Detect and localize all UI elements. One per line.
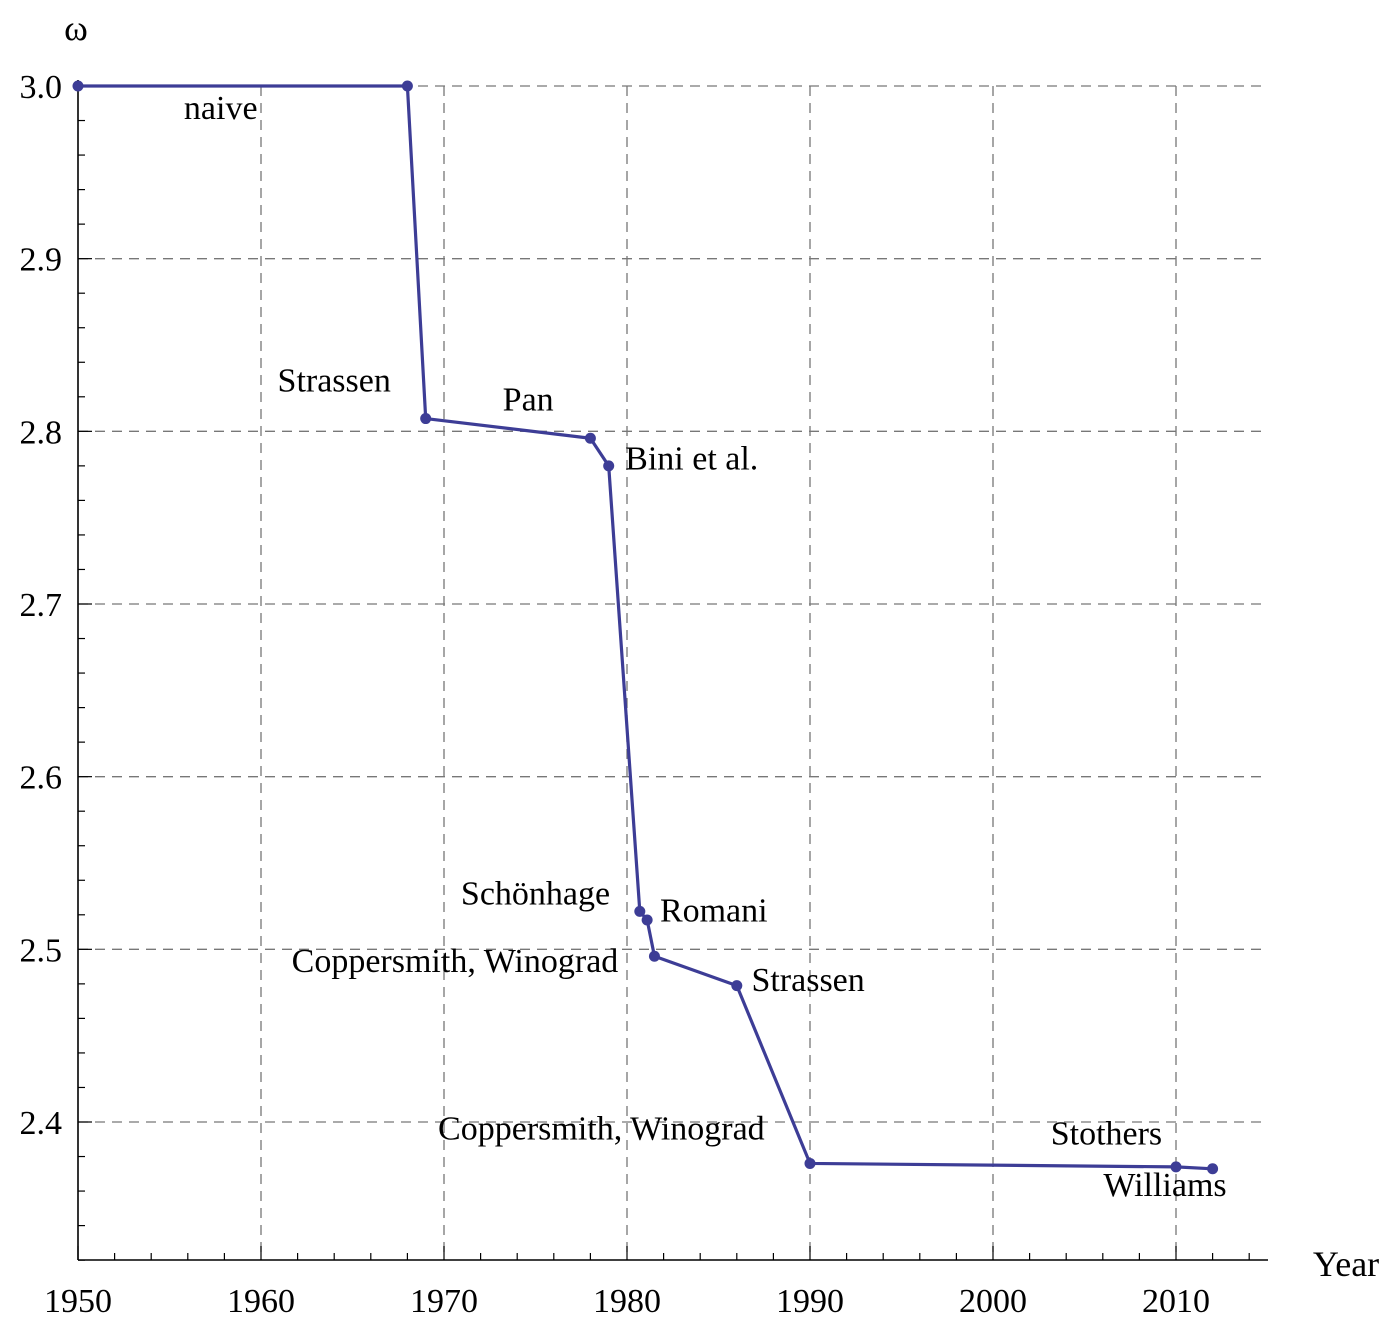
annotation-label: Schönhage: [461, 875, 610, 912]
data-point: [1170, 1161, 1182, 1173]
x-tick-label: 2000: [959, 1283, 1027, 1320]
y-tick-label: 2.4: [20, 1105, 63, 1142]
data-point: [420, 413, 432, 425]
annotation-label: Pan: [503, 382, 554, 419]
data-point: [648, 950, 660, 962]
annotation-label: Bini et al.: [625, 440, 758, 477]
annotation-label: Strassen: [751, 962, 864, 999]
y-tick-label: 2.8: [20, 414, 63, 451]
x-tick-label: 1950: [44, 1283, 112, 1320]
annotation-label: Stothers: [1051, 1115, 1162, 1152]
data-point: [72, 80, 84, 92]
annotation-layer: naive Strassen Pan Bini et al. Schönhage Roma…: [184, 90, 1227, 1204]
x-tick-label: 2010: [1142, 1283, 1210, 1320]
axis-layer: 1950 1960 1970 1980 1990 2000 2010 2.4 2.5 2.6 2.7…: [20, 69, 1268, 1320]
x-tick-label: 1960: [227, 1283, 295, 1320]
data-point: [603, 460, 615, 472]
grid-layer: [78, 85, 1268, 1260]
data-point: [634, 905, 646, 917]
x-tick-label: 1970: [410, 1283, 478, 1320]
y-tick-label: 2.7: [20, 587, 63, 624]
data-point: [584, 432, 596, 444]
x-tick-label: 1990: [776, 1283, 844, 1320]
data-point: [641, 914, 653, 926]
annotation-label: Coppersmith, Winograd: [292, 943, 619, 980]
annotation-label: naive: [184, 90, 258, 127]
annotation-label: Strassen: [278, 363, 391, 400]
annotation-label: Williams: [1103, 1167, 1226, 1204]
y-tick-label: 2.5: [20, 932, 63, 969]
series-line: [78, 84, 1213, 1171]
y-tick-label: 2.9: [20, 242, 63, 279]
data-point: [401, 80, 413, 92]
y-tick-label: 2.6: [20, 760, 63, 797]
y-tick-label: 3.0: [20, 69, 63, 106]
annotation-label: Romani: [660, 893, 768, 930]
data-point: [1207, 1163, 1219, 1175]
annotation-label: Coppersmith, Winograd: [438, 1110, 765, 1147]
y-axis-label: ω: [64, 8, 88, 48]
x-tick-label: 1980: [593, 1283, 661, 1320]
series-layer: [72, 80, 1219, 1175]
x-axis-label: Year: [1313, 1244, 1379, 1284]
data-point: [731, 980, 743, 992]
data-point: [804, 1157, 816, 1169]
